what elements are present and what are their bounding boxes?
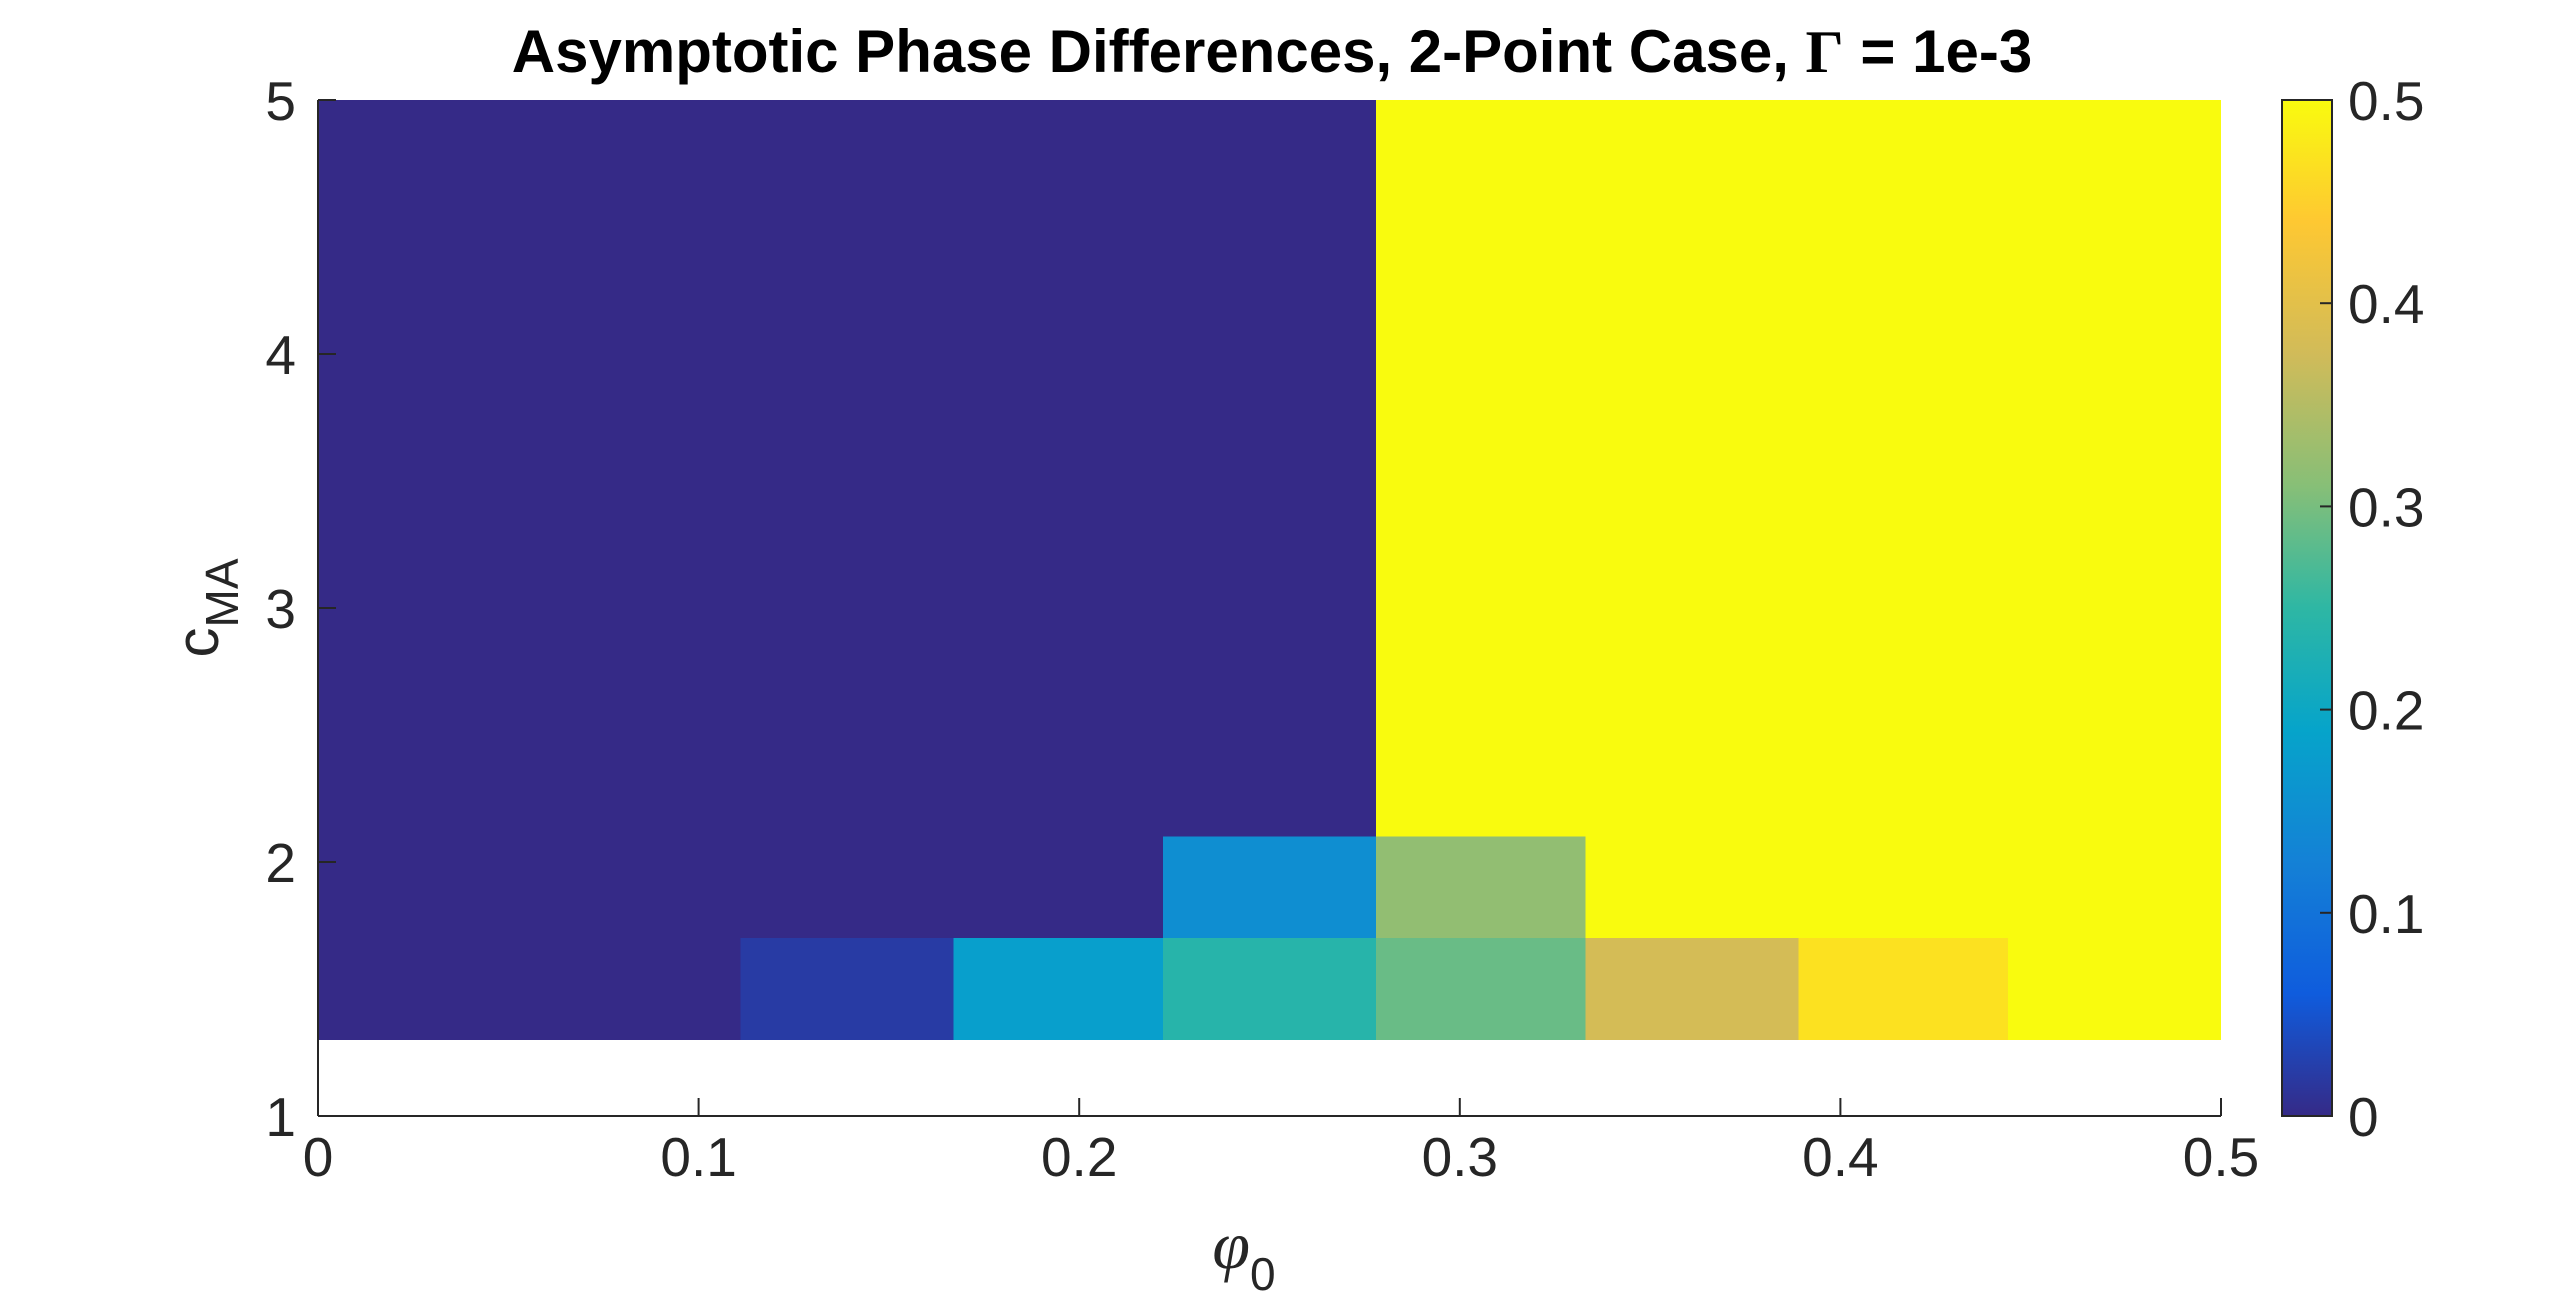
heatmap-cell xyxy=(1162,938,1377,1040)
colorbar-tick-label: 0.4 xyxy=(2348,273,2424,335)
heatmap-cells xyxy=(318,100,2221,1040)
y-tick-label: 1 xyxy=(265,1086,296,1148)
x-axis-label: φ0 xyxy=(1212,1207,1275,1298)
colorbar-ticks: 0 0.1 0.2 0.3 0.4 0.5 xyxy=(2320,70,2424,1148)
x-tick-label: 0.4 xyxy=(1802,1126,1878,1188)
title-text: Asymptotic Phase Differences, 2-Point Ca… xyxy=(512,18,1806,85)
y-axis-label: cMA xyxy=(164,558,248,657)
heatmap-cell xyxy=(1162,836,1377,939)
colorbar-tick-label: 0.1 xyxy=(2348,883,2424,945)
heatmap-cell xyxy=(1798,938,2008,1040)
x-tick-label: 0 xyxy=(303,1126,334,1188)
y-label-base: c xyxy=(164,628,231,658)
colorbar-tick-label: 0.5 xyxy=(2348,70,2424,132)
x-tick-label: 0.3 xyxy=(1422,1126,1498,1188)
chart-title: Asymptotic Phase Differences, 2-Point Ca… xyxy=(512,18,2032,85)
heatmap-cell xyxy=(953,938,1163,1040)
colorbar-tick-label: 0.3 xyxy=(2348,476,2424,538)
x-tick-label: 0.1 xyxy=(660,1126,736,1188)
colorbar xyxy=(2281,99,2333,1117)
y-tick-label: 2 xyxy=(265,832,296,894)
heatmap-cell xyxy=(1376,836,1586,939)
x-tick-label: 0.2 xyxy=(1041,1126,1117,1188)
heatmap-cell xyxy=(1585,938,1799,1040)
x-label-subscript: 0 xyxy=(1250,1248,1276,1298)
y-label-subscript: MA xyxy=(196,558,248,627)
title-gamma-symbol: Γ xyxy=(1806,19,1844,85)
x-tick-label: 0.5 xyxy=(2183,1126,2259,1188)
colorbar-tick-label: 0 xyxy=(2348,1086,2379,1148)
title-suffix: = 1e-3 xyxy=(1844,18,2032,85)
heatmap-cell xyxy=(740,938,954,1040)
y-tick-label: 4 xyxy=(265,324,296,386)
x-ticks: 0 0.1 0.2 0.3 0.4 0.5 xyxy=(303,1098,2259,1188)
y-tick-label: 3 xyxy=(265,578,296,640)
colorbar-tick-label: 0.2 xyxy=(2348,680,2424,742)
x-label-phi-symbol: φ xyxy=(1212,1207,1250,1283)
y-ticks: 1 2 3 4 5 xyxy=(265,70,336,1148)
y-tick-label: 5 xyxy=(265,70,296,132)
heatmap-cell xyxy=(1376,938,1586,1040)
